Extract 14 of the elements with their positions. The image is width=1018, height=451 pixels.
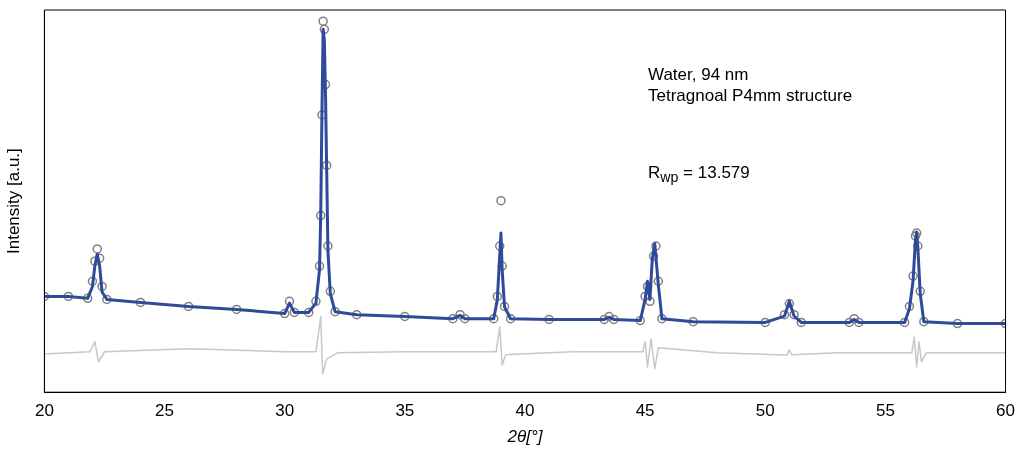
x-axis-title: 2θ[°] [506,426,544,446]
x-tick-label: 25 [155,401,174,421]
annotation: Tetragnoal P4mm structure [648,85,853,106]
x-tick-label: 20 [34,401,54,421]
x-tick-label: 50 [755,401,775,421]
annotation: R$_{wp}$ = 13.579 [648,162,751,188]
x-tick-label: 35 [395,401,415,421]
annotation: Water, 94 nm [648,64,750,85]
x-tick-label: 30 [275,401,295,421]
y-axis-title: Intensity [a.u.] [3,148,23,255]
x-tick-label: 55 [875,401,895,421]
x-tick-label: 60 [996,401,1016,421]
x-tick-label: 40 [515,401,535,421]
x-tick-label: 45 [635,401,655,421]
